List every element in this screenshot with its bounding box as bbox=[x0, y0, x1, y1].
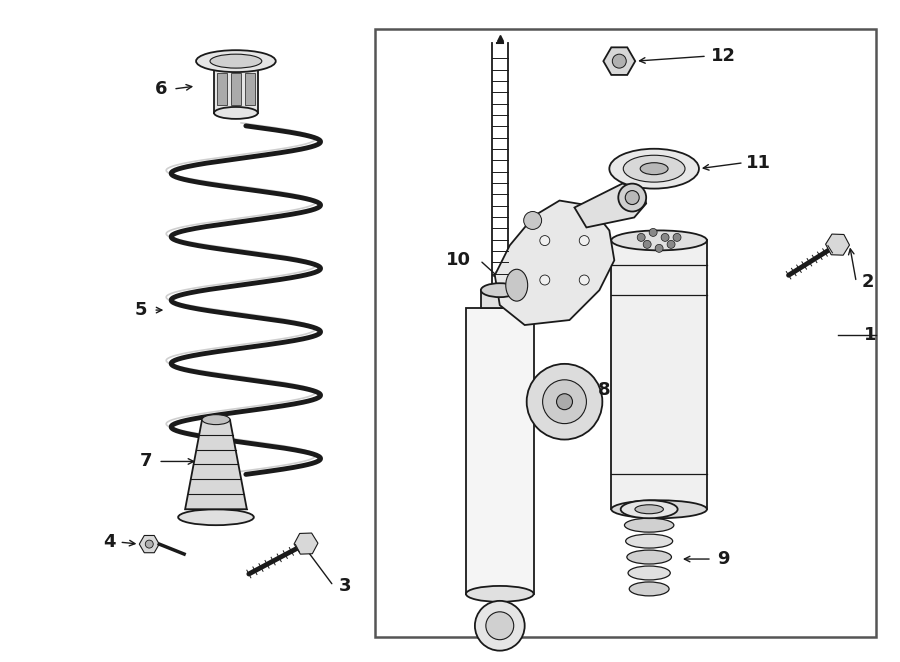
Circle shape bbox=[667, 240, 675, 248]
Circle shape bbox=[673, 234, 681, 242]
Circle shape bbox=[486, 612, 514, 639]
Polygon shape bbox=[185, 420, 247, 509]
Text: 3: 3 bbox=[339, 577, 352, 595]
Circle shape bbox=[626, 191, 639, 205]
Ellipse shape bbox=[214, 107, 257, 119]
Circle shape bbox=[612, 54, 626, 68]
Circle shape bbox=[644, 240, 652, 248]
Text: 1: 1 bbox=[864, 326, 877, 344]
Ellipse shape bbox=[611, 500, 706, 518]
Circle shape bbox=[580, 275, 590, 285]
Circle shape bbox=[526, 364, 602, 440]
Circle shape bbox=[580, 236, 590, 246]
Circle shape bbox=[524, 211, 542, 230]
Bar bbox=[217, 73, 227, 105]
Ellipse shape bbox=[624, 156, 685, 182]
Ellipse shape bbox=[640, 163, 668, 175]
Text: 2: 2 bbox=[862, 273, 875, 291]
Ellipse shape bbox=[466, 586, 534, 602]
Text: 4: 4 bbox=[104, 533, 116, 551]
Ellipse shape bbox=[202, 414, 230, 424]
Text: 12: 12 bbox=[711, 47, 736, 65]
Text: 7: 7 bbox=[140, 452, 152, 471]
Bar bbox=[214, 61, 257, 113]
Text: 6: 6 bbox=[155, 80, 167, 98]
Circle shape bbox=[540, 236, 550, 246]
Ellipse shape bbox=[481, 283, 518, 297]
Circle shape bbox=[540, 275, 550, 285]
Polygon shape bbox=[495, 201, 615, 325]
Bar bbox=[231, 73, 241, 105]
Ellipse shape bbox=[621, 500, 678, 518]
Circle shape bbox=[618, 183, 646, 211]
Text: 5: 5 bbox=[135, 301, 148, 319]
Circle shape bbox=[649, 228, 657, 236]
Text: 10: 10 bbox=[446, 252, 471, 269]
Bar bbox=[466, 308, 534, 594]
Circle shape bbox=[662, 234, 669, 242]
Text: 11: 11 bbox=[746, 154, 771, 171]
Ellipse shape bbox=[178, 509, 254, 525]
Text: 8: 8 bbox=[598, 381, 611, 399]
Circle shape bbox=[145, 540, 153, 548]
Circle shape bbox=[637, 234, 645, 242]
Ellipse shape bbox=[625, 518, 674, 532]
Ellipse shape bbox=[626, 534, 672, 548]
Circle shape bbox=[556, 394, 572, 410]
Ellipse shape bbox=[196, 50, 275, 72]
Circle shape bbox=[655, 244, 663, 252]
Ellipse shape bbox=[627, 550, 671, 564]
Circle shape bbox=[543, 380, 587, 424]
Bar bbox=[245, 73, 255, 105]
Polygon shape bbox=[574, 183, 646, 228]
Circle shape bbox=[475, 601, 525, 651]
Text: 9: 9 bbox=[717, 550, 730, 568]
Ellipse shape bbox=[210, 54, 262, 68]
Ellipse shape bbox=[506, 269, 527, 301]
Ellipse shape bbox=[634, 504, 663, 514]
Ellipse shape bbox=[611, 230, 706, 250]
Bar bbox=[611, 240, 706, 509]
Ellipse shape bbox=[629, 582, 669, 596]
Bar bbox=[375, 29, 877, 637]
Ellipse shape bbox=[609, 149, 699, 189]
Ellipse shape bbox=[628, 566, 670, 580]
Ellipse shape bbox=[624, 502, 675, 516]
Bar bbox=[481, 290, 518, 308]
